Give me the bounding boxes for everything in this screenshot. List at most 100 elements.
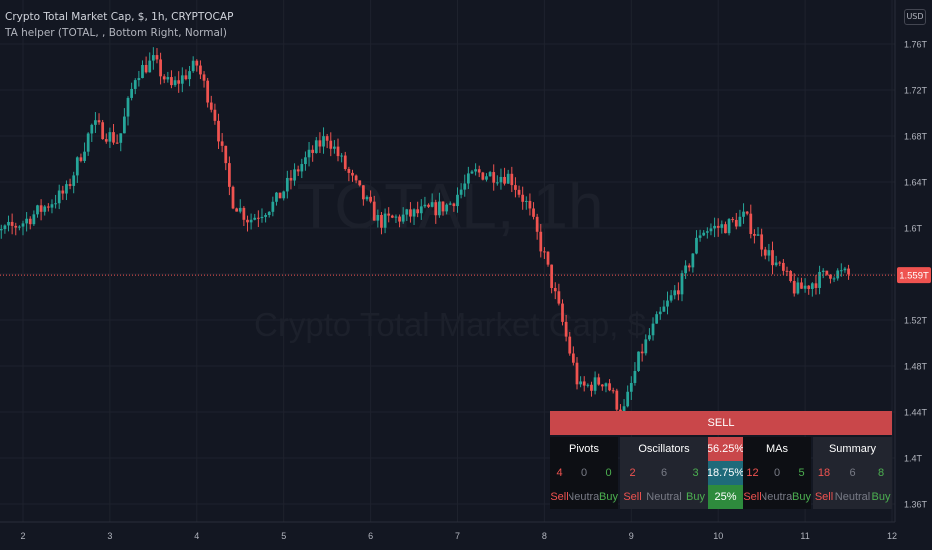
candle-body [126,97,130,117]
table-header-pivots: Pivots [550,437,618,461]
candle-body [170,77,173,86]
candle-body [604,383,608,387]
candle-body [724,224,727,234]
count-oscillators-sell: 2 [620,461,645,485]
count-summary-buy: 8 [870,461,892,485]
candle-body [557,291,561,304]
candle-body [803,285,807,289]
candle-body [260,216,264,219]
candle-body [590,384,593,391]
candle-body [597,377,601,385]
candle-body [412,209,416,217]
pct-buy: 25% [708,485,743,509]
candle-body [307,149,311,158]
time-axis[interactable]: 2 3 4 5 6 7 8 9 10 11 12 [20,531,897,541]
candle-body [492,172,496,183]
candle-body [745,211,749,214]
candle-body [702,232,706,236]
candle-series [0,47,850,422]
candle-body [188,71,191,80]
candle-body [209,102,213,110]
candle-body [101,122,105,140]
candle-body [28,218,32,225]
candle-body [65,184,68,194]
candle-body [108,132,112,142]
candle-body [394,216,398,218]
candle-body [716,225,720,228]
candle-body [166,77,170,80]
candle-body [568,336,572,354]
candle-body [235,208,239,212]
candle-body [376,214,380,221]
candle-body [448,203,452,205]
candle-body [133,80,137,89]
candle-body [97,120,101,123]
symbol-title[interactable]: Crypto Total Market Cap, $, 1h, CRYPTOCA… [5,11,234,23]
candle-body [423,204,427,207]
candle-body [94,120,97,125]
candle-body [148,60,152,73]
pct-neutral: 18.75% [708,461,743,485]
candle-body [32,214,36,225]
candle-body [25,218,28,224]
candle-body [202,74,206,81]
price-axis[interactable]: 1.76T1.72T1.68T1.64T1.6T1.56T1.52T1.48T1… [904,40,928,510]
candle-body [329,140,333,149]
candle-body [687,265,691,268]
label-mas-neutral: Neutral [762,485,792,509]
label-oscillators-buy: Buy [683,485,708,509]
candle-body [535,216,539,232]
time-tick-label: 10 [713,531,723,541]
candle-body [123,116,126,134]
candle-body [546,251,550,265]
candle-body [582,381,586,386]
count-summary-sell: 18 [813,461,835,485]
candle-body [720,224,724,228]
count-summary-neutral: 6 [835,461,870,485]
candle-body [763,249,767,256]
candle-body [626,391,630,407]
candle-body [18,226,21,228]
candle-body [579,381,582,385]
candle-body [662,306,666,312]
candle-body [387,213,391,216]
candle-body [785,270,789,272]
candle-body [383,213,387,228]
candle-body [228,163,231,187]
current-price-badge: 1.559T [897,267,931,284]
candle-body [771,250,774,266]
candle-body [322,136,325,147]
time-tick-label: 7 [455,531,460,541]
candle-body [821,270,825,272]
candle-body [564,321,568,337]
candle-body [50,204,54,208]
candle-body [369,196,372,202]
candle-body [217,120,220,142]
candle-body [177,80,181,84]
indicator-legend[interactable]: TA helper (TOTAL, , Bottom Right, Normal… [5,27,227,39]
candle-body [774,262,778,266]
count-oscillators-buy: 3 [683,461,708,485]
candle-body [0,229,3,231]
candle-body [361,185,365,200]
currency-button[interactable]: USD [904,9,926,25]
candle-body [615,390,619,410]
candle-body [130,88,134,98]
candle-body [474,169,477,172]
time-tick-label: 2 [20,531,25,541]
candle-body [524,200,528,202]
candle-body [46,206,50,208]
candle-body [666,300,669,307]
label-pivots-buy: Buy [599,485,618,509]
candle-body [246,219,249,223]
candle-body [358,180,362,186]
candle-body [220,141,224,146]
candle-body [195,60,199,66]
candle-body [832,278,836,280]
time-tick-label: 8 [542,531,547,541]
candle-body [438,201,441,216]
candle-body [658,311,662,315]
candle-body [159,59,162,77]
candle-body [680,273,684,295]
